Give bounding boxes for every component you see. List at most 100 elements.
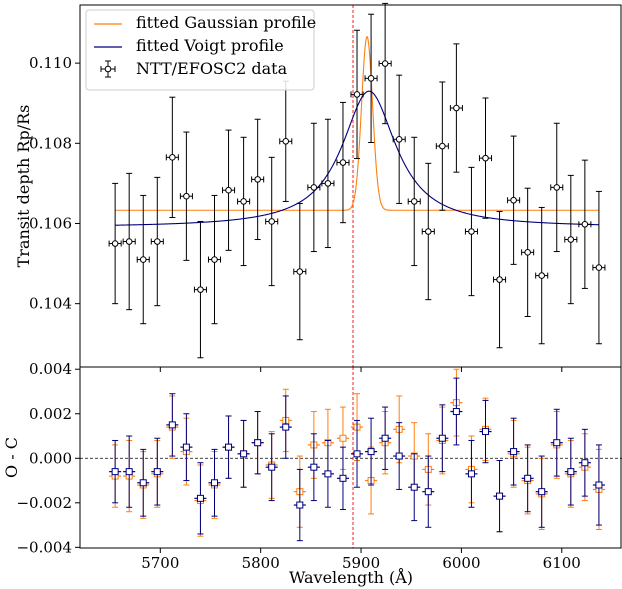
residual-marker bbox=[381, 434, 389, 442]
data-marker bbox=[410, 198, 418, 205]
residual-point bbox=[393, 422, 406, 490]
data-point bbox=[507, 135, 521, 265]
data-marker bbox=[553, 184, 561, 191]
residual-marker bbox=[310, 463, 318, 471]
bottom-ytick-label: 0.000 bbox=[29, 449, 72, 467]
residual-point bbox=[293, 468, 306, 542]
data-marker bbox=[139, 256, 147, 263]
data-marker bbox=[482, 154, 489, 162]
data-marker bbox=[153, 238, 161, 245]
residual-point bbox=[237, 419, 250, 488]
residual-marker bbox=[438, 434, 446, 442]
data-point bbox=[364, 13, 378, 144]
residual-point bbox=[222, 415, 235, 479]
residual-point bbox=[422, 455, 435, 528]
top-ylabel: Transit depth Rp/Rs bbox=[14, 105, 33, 268]
legend-voigt-label: fitted Voigt profile bbox=[136, 36, 284, 55]
data-marker bbox=[353, 91, 361, 98]
residual-point bbox=[408, 453, 421, 522]
data-marker bbox=[296, 268, 304, 275]
data-marker bbox=[310, 184, 318, 191]
residual-point bbox=[365, 417, 378, 486]
data-point bbox=[179, 131, 193, 261]
data-marker bbox=[225, 186, 232, 194]
xlabel: Wavelength (Å) bbox=[289, 567, 413, 587]
data-point bbox=[535, 206, 549, 345]
residual-marker bbox=[424, 488, 432, 496]
legend-data-swatch bbox=[100, 60, 116, 78]
legend: fitted Gaussian profile fitted Voigt pro… bbox=[85, 9, 316, 91]
residual-point bbox=[592, 444, 605, 526]
residual-marker bbox=[268, 463, 276, 471]
data-marker bbox=[395, 135, 403, 143]
residual-point bbox=[307, 433, 320, 502]
data-point bbox=[350, 29, 364, 160]
residual-marker bbox=[240, 450, 248, 458]
data-point bbox=[293, 202, 307, 341]
data-point bbox=[222, 129, 236, 251]
residual-point bbox=[194, 462, 207, 535]
data-marker bbox=[197, 286, 204, 293]
data-point bbox=[493, 210, 507, 349]
residual-point bbox=[321, 439, 334, 508]
bottom-xtick-label: 5800 bbox=[242, 554, 280, 572]
residual-marker bbox=[581, 459, 589, 467]
data-marker bbox=[496, 276, 503, 283]
top-ytick-label: 0.106 bbox=[29, 214, 72, 232]
data-marker bbox=[453, 104, 460, 112]
bottom-panel-frame bbox=[79, 366, 622, 549]
data-marker bbox=[104, 65, 112, 73]
residual-point bbox=[465, 439, 478, 508]
data-point bbox=[521, 187, 535, 317]
residual-marker bbox=[339, 434, 347, 442]
bottom-ytick-label: 0.002 bbox=[29, 405, 72, 423]
bottom-ylabel: O - C bbox=[2, 437, 21, 478]
residual-point bbox=[550, 408, 563, 477]
data-marker bbox=[169, 154, 176, 161]
data-marker bbox=[324, 180, 332, 187]
top-ytick-label: 0.108 bbox=[29, 134, 72, 152]
bottom-ytick-label: 0.004 bbox=[29, 360, 72, 378]
data-marker bbox=[367, 75, 375, 82]
data-point bbox=[449, 43, 463, 173]
data-point bbox=[378, 2, 392, 125]
data-points bbox=[108, 2, 606, 359]
data-marker bbox=[211, 256, 218, 263]
data-point bbox=[265, 156, 279, 287]
residual-marker bbox=[125, 468, 133, 476]
transit-depth-panel: 0.104 0.106 0.108 0.110 Transit depth Rp/Rs… bbox=[14, 2, 622, 372]
residual-point bbox=[180, 413, 193, 482]
data-marker bbox=[581, 220, 589, 228]
bottom-xtick-label: 6000 bbox=[442, 554, 480, 572]
data-marker bbox=[524, 249, 531, 256]
residual-point bbox=[336, 446, 349, 510]
residual-point bbox=[493, 460, 506, 533]
top-ytick-label: 0.110 bbox=[29, 54, 72, 72]
data-point bbox=[279, 80, 293, 202]
data-marker bbox=[381, 60, 389, 67]
data-point bbox=[165, 96, 179, 218]
data-point bbox=[251, 118, 265, 241]
residual-marker bbox=[196, 494, 204, 502]
residual-point bbox=[578, 428, 591, 497]
data-point bbox=[307, 122, 321, 253]
bottom-xtick-label: 5900 bbox=[342, 554, 380, 572]
residual-marker bbox=[553, 439, 561, 447]
residual-point bbox=[479, 399, 492, 464]
residual-marker bbox=[367, 448, 375, 456]
residual-point bbox=[564, 437, 577, 506]
data-point bbox=[464, 166, 478, 297]
residual-marker bbox=[168, 421, 176, 429]
residual-point bbox=[379, 406, 392, 470]
data-point bbox=[150, 176, 164, 307]
gaussian-profile-curve bbox=[115, 35, 599, 211]
residual-point bbox=[166, 393, 179, 457]
residual-marker bbox=[567, 468, 575, 476]
top-ticks: 0.104 0.106 0.108 0.110 bbox=[29, 54, 563, 372]
data-marker bbox=[538, 272, 546, 279]
data-marker bbox=[468, 228, 475, 235]
data-marker bbox=[282, 138, 290, 145]
data-point bbox=[421, 162, 435, 301]
data-point bbox=[122, 172, 136, 311]
